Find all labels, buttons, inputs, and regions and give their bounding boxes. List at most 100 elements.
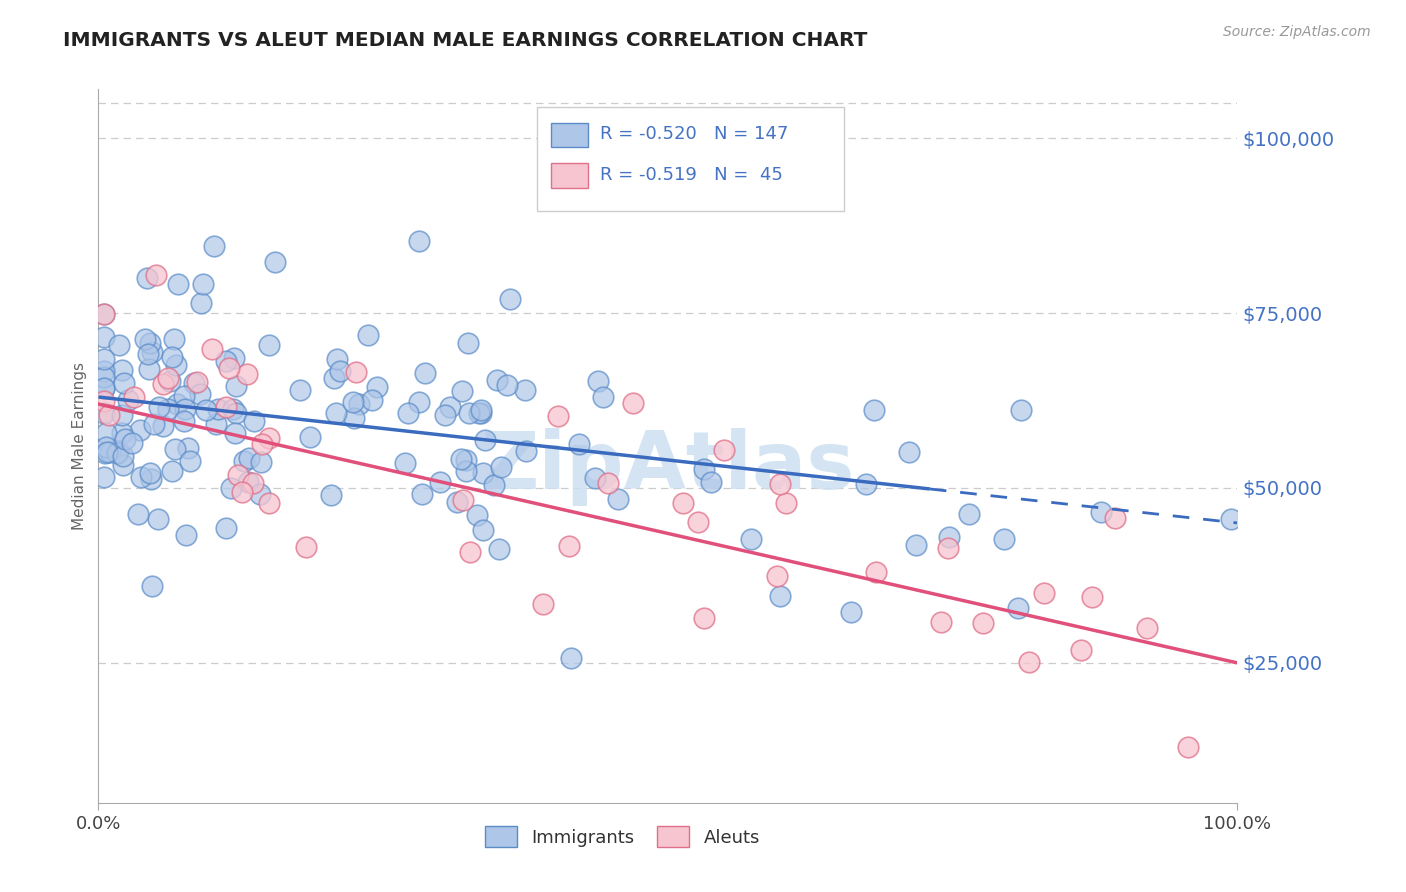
Point [465, 508, 488, 522]
Point [98, 408, 121, 422]
Point [343, 410, 366, 425]
Point [470, 406, 492, 420]
Point [215, 400, 238, 414]
Point [686, 515, 709, 529]
Text: R = -0.519   N =  45: R = -0.519 N = 45 [599, 166, 782, 184]
Point [93, 469, 115, 483]
Point [96, 425, 118, 440]
Point [489, 460, 512, 475]
Point [257, 432, 280, 446]
Point [146, 512, 169, 526]
Point [202, 239, 225, 253]
Point [93, 406, 115, 420]
Point [93, 307, 115, 321]
Point [191, 277, 214, 291]
Point [215, 521, 238, 535]
Point [429, 475, 451, 489]
Point [456, 464, 478, 478]
Point [117, 392, 139, 407]
Point [855, 477, 877, 491]
Point [221, 402, 243, 417]
Point [329, 364, 352, 378]
Point [342, 395, 364, 409]
Point [224, 351, 246, 365]
Point [139, 472, 162, 486]
Point [740, 532, 762, 546]
Point [583, 470, 606, 484]
Point [136, 347, 159, 361]
Point [1070, 642, 1092, 657]
Point [366, 380, 388, 394]
Point [495, 378, 517, 392]
Point [111, 458, 134, 473]
Point [470, 402, 492, 417]
Point [1219, 512, 1241, 526]
Point [179, 453, 201, 467]
Point [111, 362, 134, 376]
Point [93, 381, 115, 395]
Point [157, 401, 180, 416]
Text: ZipAtlas: ZipAtlas [481, 428, 855, 507]
Text: IMMIGRANTS VS ALEUT MEDIAN MALE EARNINGS CORRELATION CHART: IMMIGRANTS VS ALEUT MEDIAN MALE EARNINGS… [63, 31, 868, 50]
Point [186, 375, 208, 389]
Point [471, 466, 494, 480]
Point [231, 485, 253, 500]
Point [413, 366, 436, 380]
Point [533, 597, 555, 611]
Point [173, 389, 195, 403]
Point [105, 446, 128, 460]
Point [160, 463, 183, 477]
Point [408, 234, 430, 248]
FancyBboxPatch shape [551, 163, 588, 187]
Point [769, 589, 792, 603]
Point [173, 401, 195, 416]
Point [1011, 403, 1033, 417]
Point [699, 475, 721, 489]
Point [93, 364, 115, 378]
Point [957, 507, 980, 521]
Point [288, 383, 311, 397]
Point [257, 338, 280, 352]
Point [152, 376, 174, 391]
Point [242, 475, 264, 490]
Point [143, 417, 166, 431]
Point [513, 384, 536, 398]
Point [264, 254, 287, 268]
Point [148, 401, 170, 415]
Point [121, 435, 143, 450]
Point [93, 370, 115, 384]
Point [693, 611, 716, 625]
Point [183, 376, 205, 390]
Point [394, 456, 416, 470]
Point [257, 496, 280, 510]
Point [205, 417, 228, 431]
Point [408, 394, 430, 409]
Point [108, 337, 131, 351]
Point [460, 545, 482, 559]
Point [215, 353, 238, 368]
Point [135, 271, 157, 285]
Point [112, 376, 135, 391]
Point [138, 336, 160, 351]
Point [1104, 511, 1126, 525]
Point [457, 406, 479, 420]
Point [207, 402, 229, 417]
Point [1136, 621, 1159, 635]
Point [221, 481, 243, 495]
Point [346, 365, 368, 379]
Point [163, 332, 186, 346]
Point [152, 419, 174, 434]
Point [127, 507, 149, 521]
Point [167, 277, 190, 291]
Point [361, 392, 384, 407]
Point [936, 541, 959, 555]
Point [488, 542, 510, 557]
Point [560, 651, 582, 665]
Legend: Immigrants, Aleuts: Immigrants, Aleuts [478, 819, 768, 855]
Point [319, 488, 342, 502]
Point [558, 539, 581, 553]
Point [93, 329, 115, 343]
Point [160, 350, 183, 364]
Point [672, 495, 695, 509]
Point [129, 470, 152, 484]
